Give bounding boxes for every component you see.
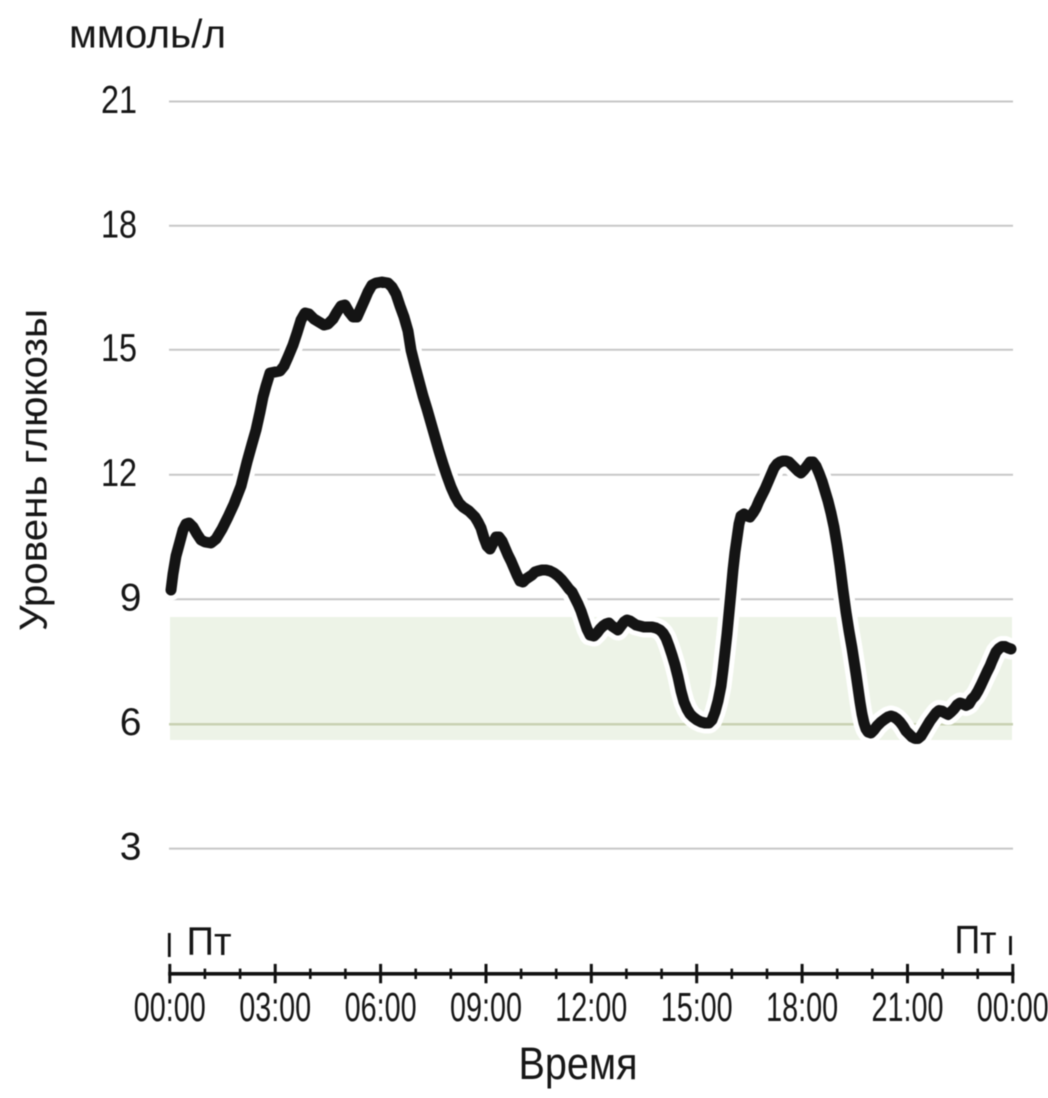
- svg-text:00:00: 00:00: [977, 984, 1048, 1030]
- svg-text:15: 15: [101, 327, 137, 370]
- svg-text:12:00: 12:00: [555, 984, 627, 1030]
- svg-text:Время: Время: [519, 1038, 638, 1089]
- svg-text:Пт: Пт: [187, 920, 232, 964]
- svg-text:21:00: 21:00: [872, 984, 944, 1030]
- svg-text:Уровень глюкозы: Уровень глюкозы: [13, 309, 56, 631]
- svg-text:09:00: 09:00: [450, 984, 522, 1030]
- svg-text:12: 12: [101, 452, 137, 495]
- svg-text:06:00: 06:00: [345, 984, 417, 1030]
- svg-text:ммоль/л: ммоль/л: [69, 13, 226, 57]
- svg-text:3: 3: [120, 826, 142, 869]
- svg-text:Пт: Пт: [955, 919, 997, 963]
- svg-text:03:00: 03:00: [239, 984, 311, 1030]
- svg-text:15:00: 15:00: [661, 984, 733, 1030]
- svg-text:21: 21: [101, 79, 137, 122]
- svg-text:18: 18: [101, 203, 137, 246]
- svg-text:6: 6: [120, 701, 142, 744]
- svg-text:00:00: 00:00: [134, 984, 206, 1030]
- svg-text:18:00: 18:00: [766, 984, 838, 1030]
- svg-text:9: 9: [120, 576, 142, 619]
